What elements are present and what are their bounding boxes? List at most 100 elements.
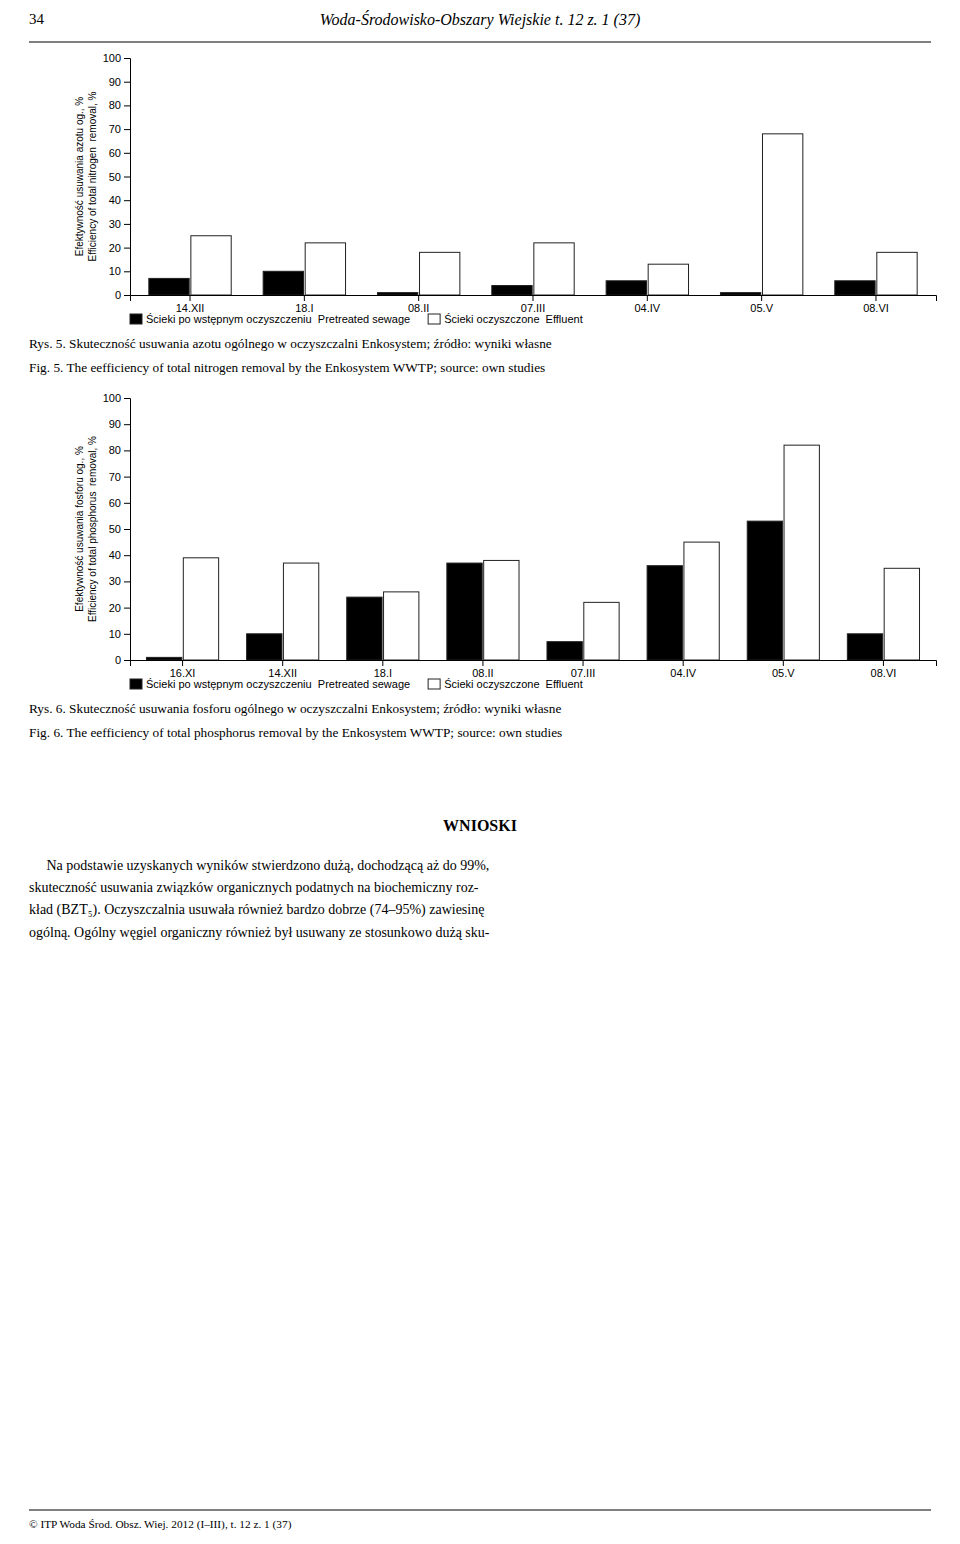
tick: 08.II (472, 660, 493, 679)
legend-item: Ścieki po wstępnym oczyszczeniu Pretreat… (130, 678, 410, 690)
section-title: WNIOSKI (443, 817, 517, 834)
tick: 07.III (571, 660, 595, 679)
tick-mark (124, 634, 130, 635)
tick: 20 (109, 602, 130, 614)
series (183, 445, 919, 660)
tick: 0 (115, 289, 130, 301)
legend-item: Ścieki oczyszczone Effluent (428, 678, 583, 690)
tick-mark (124, 105, 130, 106)
bar (263, 271, 303, 295)
tick-mark (382, 660, 383, 666)
bar (191, 236, 231, 295)
bar (305, 243, 345, 295)
tick-label: 70 (109, 471, 121, 483)
tick-label: 100 (103, 392, 121, 404)
tick-label: 40 (109, 549, 121, 561)
tick-mark (482, 660, 483, 666)
tick: 60 (109, 497, 130, 509)
tick-label: 05.V (750, 302, 773, 314)
tick-label: 40 (109, 194, 121, 206)
tick-label: 20 (109, 602, 121, 614)
header-number: 34 (29, 11, 45, 27)
axis-title: Efektywność usuwania fosforu og., % (74, 446, 85, 612)
tick: 05.V (772, 660, 795, 679)
bar (534, 243, 574, 295)
tick-label: 60 (109, 497, 121, 509)
tick-mark (124, 529, 130, 530)
tick: 50 (109, 171, 130, 183)
tick-mark (124, 200, 130, 201)
tick-mark (683, 660, 684, 666)
tick-mark (124, 129, 130, 130)
x-axis: 16.XI14.XII18.I08.II07.III04.IV05.V08.VI (131, 660, 937, 679)
tick-label: 80 (109, 444, 121, 456)
legend-swatch (130, 314, 142, 324)
tick-mark (583, 660, 584, 666)
tick: 05.V (750, 295, 773, 314)
tick-label: 50 (109, 171, 121, 183)
footer: © ITP Woda Środ. Obsz. Wiej. 2012 (I–III… (29, 1518, 292, 1531)
tick-mark (124, 271, 130, 272)
tick: 08.II (408, 295, 429, 314)
bar (847, 634, 882, 660)
bar (720, 293, 760, 295)
tick-label: 90 (109, 418, 121, 430)
tick-mark (124, 177, 130, 178)
tick: 04.IV (634, 295, 660, 314)
series (146, 521, 882, 660)
legend-label: Ścieki oczyszczone Effluent (444, 678, 583, 690)
tick: 18.I (374, 660, 392, 679)
tick-label: 30 (109, 218, 121, 230)
bar (420, 252, 460, 295)
bar (784, 445, 819, 660)
bar (384, 592, 419, 660)
tick-label: 90 (109, 76, 121, 88)
caption: Fig. 5. The eefficiency of total nitroge… (29, 360, 545, 375)
legend-swatch (428, 679, 440, 689)
tick: 20 (109, 242, 130, 254)
bar (484, 560, 519, 660)
axis-line (131, 661, 937, 667)
tick: 70 (109, 471, 130, 483)
tick-mark (182, 660, 183, 666)
bar (146, 657, 181, 660)
tick: 14.XII (176, 295, 205, 314)
tick-mark (124, 503, 130, 504)
tick-label: 0 (115, 654, 121, 666)
tick-mark (124, 295, 130, 296)
tick-mark (124, 153, 130, 154)
tick-label: 50 (109, 523, 121, 535)
y-axis: 0102030405060708090100 (103, 392, 131, 666)
body-text: kład (BZT₅). Oczyszczalnia usuwała równi… (29, 902, 484, 918)
tick: 80 (109, 99, 130, 111)
axis-line (124, 59, 131, 296)
bar (149, 278, 189, 295)
tick: 04.IV (670, 660, 696, 679)
legend: Ścieki po wstępnym oczyszczeniu Pretreat… (130, 678, 583, 690)
tick-mark (124, 581, 130, 582)
axis-title: Efficiency of total nitrogen removal, % (87, 91, 98, 261)
bar (547, 642, 582, 660)
axis-title: Efficiency of total phosphorus removal, … (87, 436, 98, 622)
bar (347, 597, 382, 660)
bars (149, 134, 917, 295)
tick-mark (124, 224, 130, 225)
tick: 40 (109, 194, 130, 206)
y-axis: 0102030405060708090100 (103, 52, 131, 301)
tick-label: 60 (109, 147, 121, 159)
tick-label: 04.IV (670, 667, 696, 679)
page: 34Woda-Środowisko-Obszary Wiejskie t. 12… (0, 0, 960, 1544)
tick: 0 (115, 654, 130, 666)
legend-item: Ścieki oczyszczone Effluent (428, 313, 583, 325)
tick-label: 08.VI (871, 667, 897, 679)
tick: 16.XI (170, 660, 196, 679)
tick-label: 10 (109, 628, 121, 640)
caption: Fig. 6. The eefficiency of total phospho… (29, 725, 562, 740)
tick-mark (124, 248, 130, 249)
legend-swatch (428, 314, 440, 324)
bar (684, 542, 719, 660)
chart: 16.XI14.XII18.I08.II07.III04.IV05.V08.VI… (29, 392, 937, 740)
bar (283, 563, 318, 660)
legend-swatch (130, 679, 142, 689)
tick: 60 (109, 147, 130, 159)
